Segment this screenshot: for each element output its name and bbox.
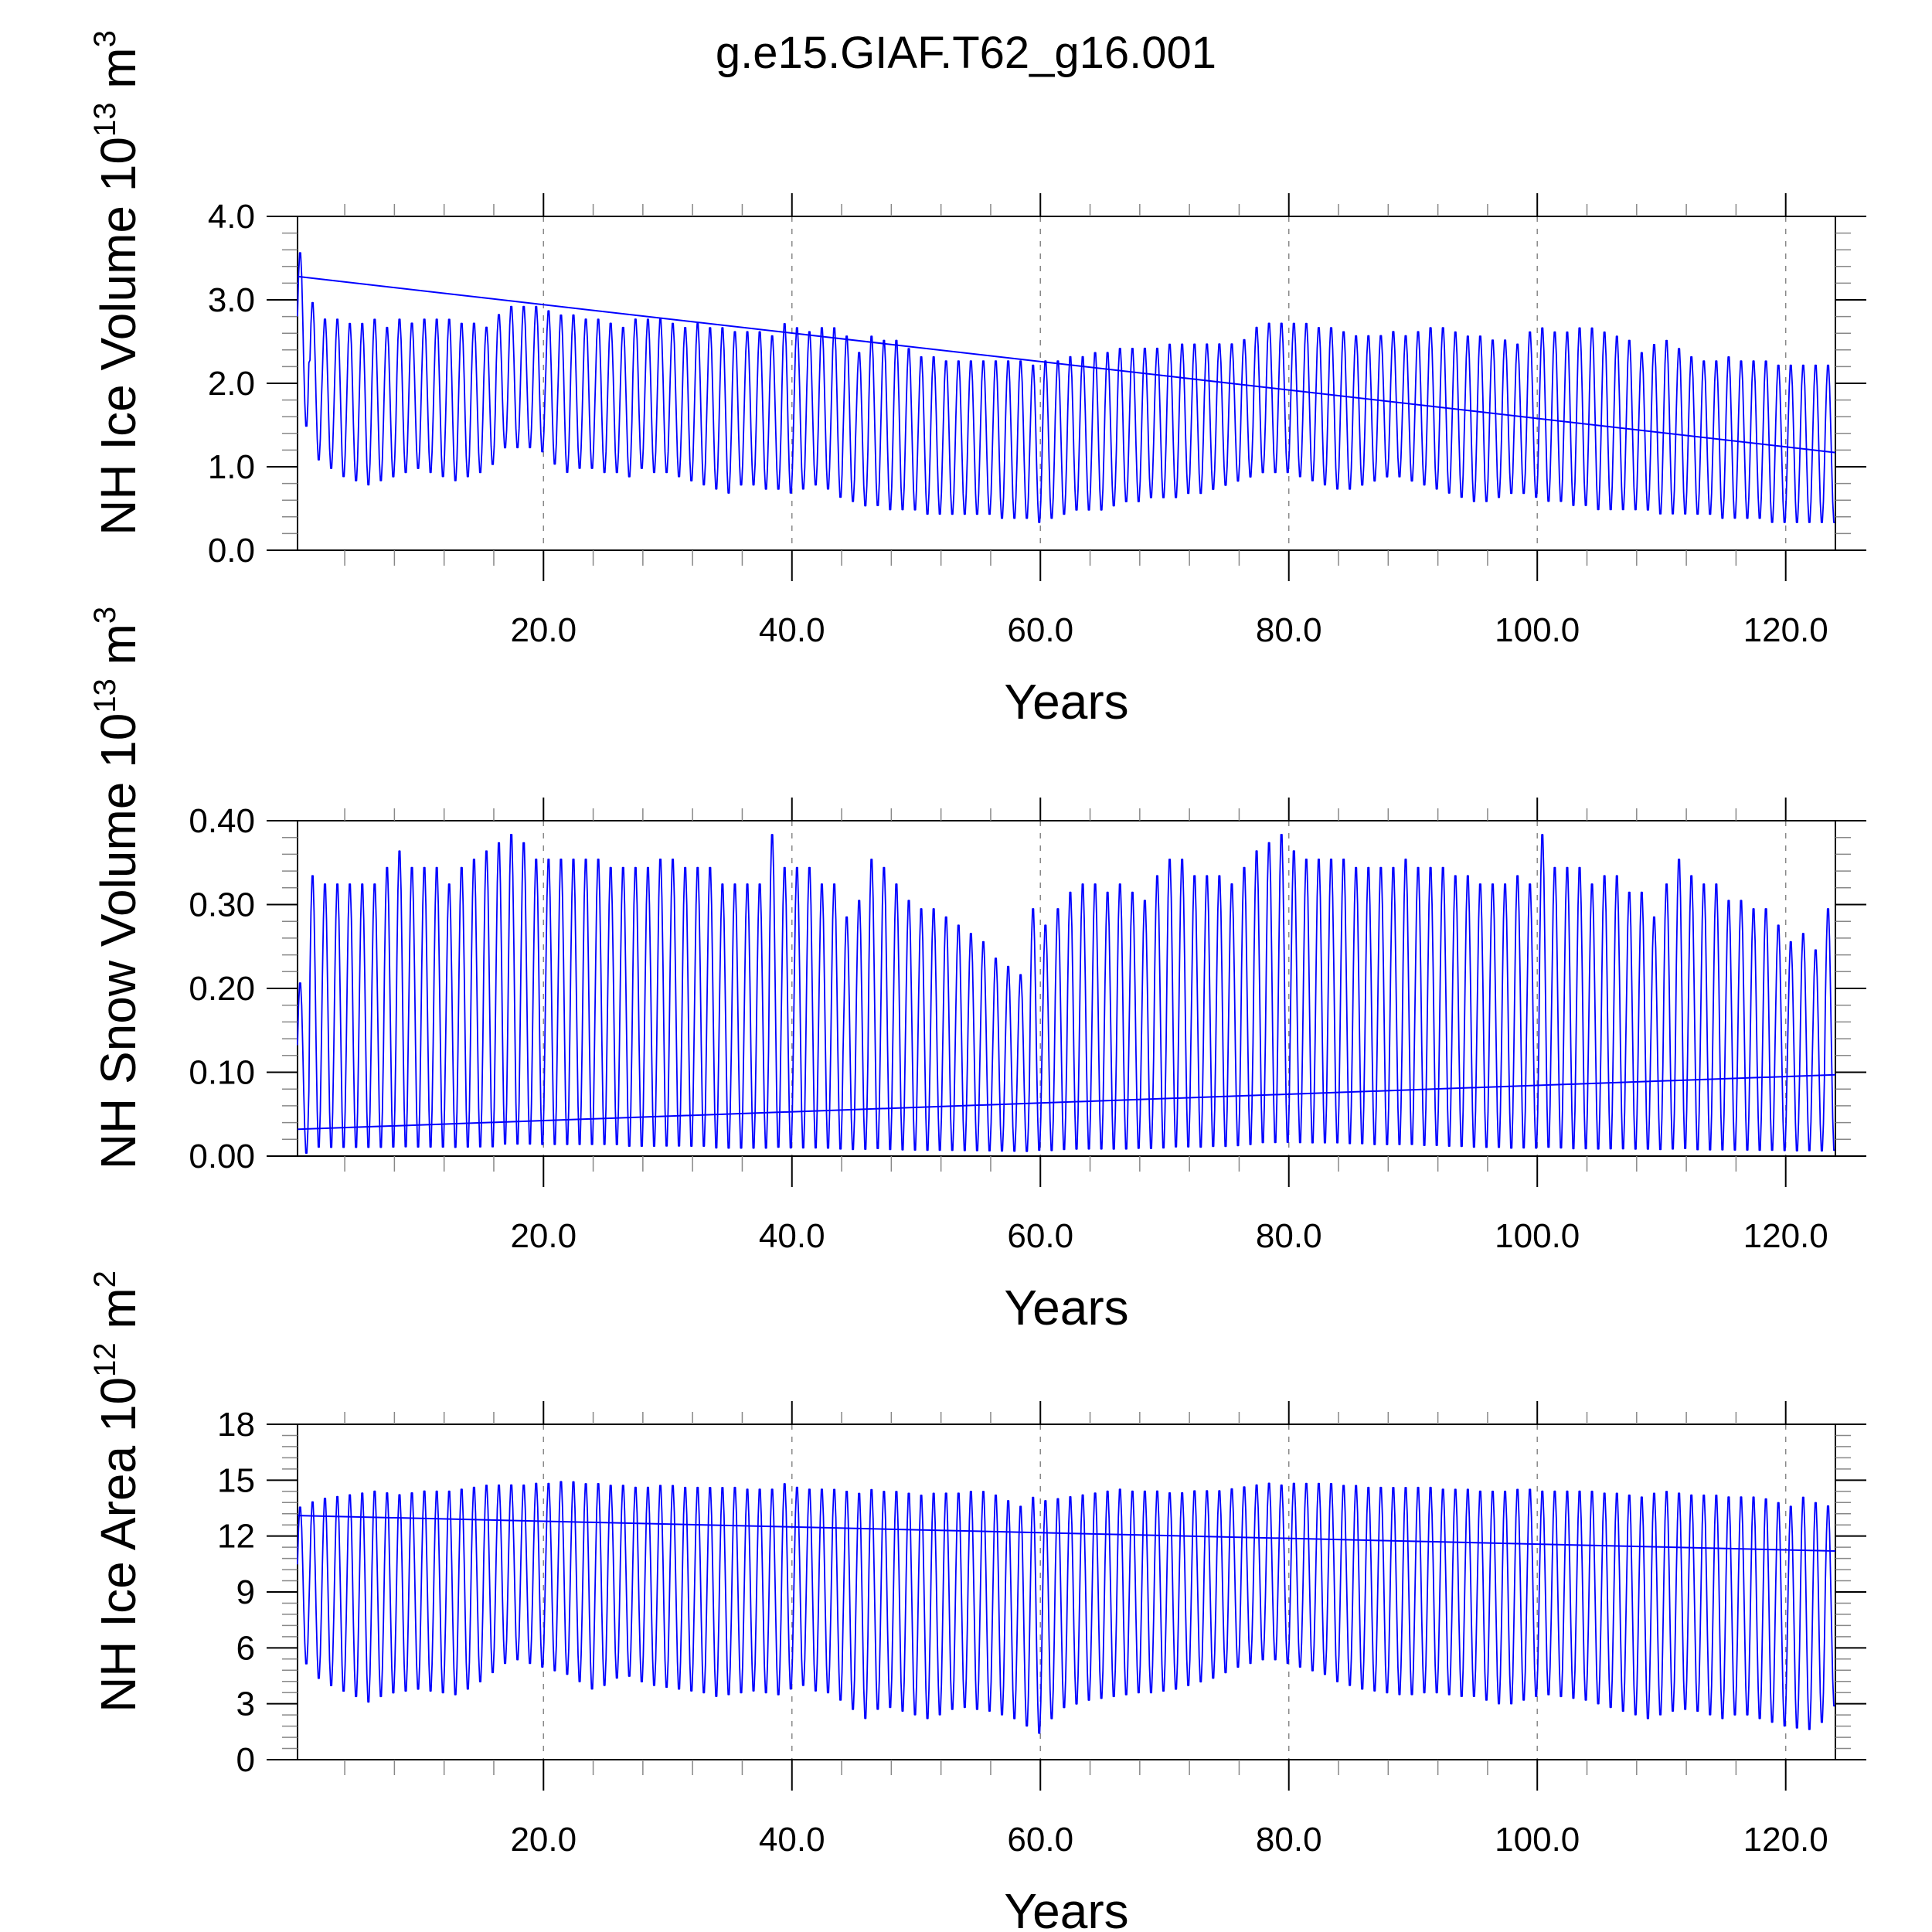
y-axis-title: NH Ice Volume 1013 m3: [88, 30, 146, 536]
x-axis-title: Years: [1004, 674, 1128, 730]
series-monthly: [297, 834, 1835, 1154]
y-axis-title-superscript: 12: [88, 1342, 122, 1377]
x-tick-label: 20.0: [510, 1217, 577, 1255]
y-tick-label: 0.30: [189, 886, 255, 924]
x-tick-label: 100.0: [1495, 1821, 1580, 1859]
x-tick-label: 40.0: [759, 611, 825, 649]
y-axis-title-superscript: 13: [88, 679, 122, 713]
y-axis-title-superscript: 2: [88, 1270, 122, 1287]
y-axis-title-part: m: [90, 1287, 146, 1342]
y-tick-label: 18: [217, 1406, 255, 1444]
x-tick-label: 100.0: [1495, 1217, 1580, 1255]
y-axis-title: NH Snow Volume 1013 m3: [88, 607, 146, 1169]
x-tick-label: 60.0: [1007, 1217, 1073, 1255]
x-tick-label: 80.0: [1256, 1217, 1322, 1255]
series-trend-line: [297, 1073, 1836, 1131]
y-tick-label: 2.0: [208, 365, 255, 403]
y-axis-title-superscript: 13: [88, 103, 122, 138]
series-monthly: [297, 1481, 1835, 1734]
x-tick-label: 60.0: [1007, 611, 1073, 649]
y-axis-title-part: NH Ice Area 10: [90, 1377, 146, 1713]
y-tick-label: 0: [236, 1741, 255, 1779]
y-tick-label: 0.00: [189, 1138, 255, 1175]
x-axis-title: Years: [1004, 1280, 1128, 1335]
x-axis-title: Years: [1004, 1883, 1128, 1932]
x-tick-label: 40.0: [759, 1821, 825, 1859]
y-axis-title-part: m: [90, 624, 146, 679]
series-monthly: [297, 252, 1835, 523]
y-tick-label: 15: [217, 1461, 255, 1499]
y-tick-label: 3: [236, 1685, 255, 1723]
y-tick-label: 0.10: [189, 1054, 255, 1092]
y-tick-label: 6: [236, 1629, 255, 1667]
x-tick-label: 80.0: [1256, 1821, 1322, 1859]
x-tick-label: 40.0: [759, 1217, 825, 1255]
x-tick-label: 120.0: [1743, 1217, 1828, 1255]
panel-ice-volume: 0.0 1.0 2.0 3.0 4.0 20.0 40.0 60.0 80.0 100.0 120.…: [88, 30, 1866, 730]
panels: 0.01.02.03.04.020.0 40.0 60.0 80.0 100.0 120.…: [88, 30, 1866, 1932]
plot-frame: [297, 216, 1836, 551]
x-tick-label: 120.0: [1743, 1821, 1828, 1859]
y-axis-title-part: NH Snow Volume 10: [90, 713, 146, 1170]
figure-title: g.e15.GIAF.T62_g16.001: [716, 28, 1216, 78]
y-tick-label: 0.20: [189, 970, 255, 1008]
series-trend-line: [297, 1515, 1836, 1552]
y-tick-label: 1.0: [208, 448, 255, 486]
y-tick-label: 0.40: [189, 802, 255, 840]
series-trend-line: [297, 275, 1836, 454]
y-tick-label: 9: [236, 1573, 255, 1611]
panel-ice-area: 0 3 6 9 12 15 18 20.0 40.0 60.0 80.0 100.0 120.0 Year…: [88, 1270, 1866, 1932]
x-tick-label: 60.0: [1007, 1821, 1073, 1859]
y-axis-title-superscript: 3: [88, 30, 122, 47]
x-tick-label: 120.0: [1743, 611, 1828, 649]
x-tick-label: 20.0: [510, 1821, 577, 1859]
x-tick-label: 100.0: [1495, 611, 1580, 649]
y-axis-title-part: m: [90, 47, 146, 102]
panel-snow-volume: 0.00 0.10 0.20 0.30 0.40 20.0 40.0 60.0 80.0 100.…: [88, 607, 1866, 1335]
y-tick-label: 4.0: [208, 198, 255, 236]
x-tick-label: 80.0: [1256, 611, 1322, 649]
x-tick-label: 20.0: [510, 611, 577, 649]
y-tick-label: 12: [217, 1518, 255, 1556]
y-tick-label: 0.0: [208, 532, 255, 570]
y-axis-title-part: NH Ice Volume 10: [90, 137, 146, 536]
plot-frame: [297, 1423, 1836, 1760]
y-axis-title-superscript: 3: [88, 607, 122, 624]
y-tick-label: 3.0: [208, 281, 255, 319]
y-axis-title: NH Ice Area 1012 m2: [88, 1270, 146, 1713]
